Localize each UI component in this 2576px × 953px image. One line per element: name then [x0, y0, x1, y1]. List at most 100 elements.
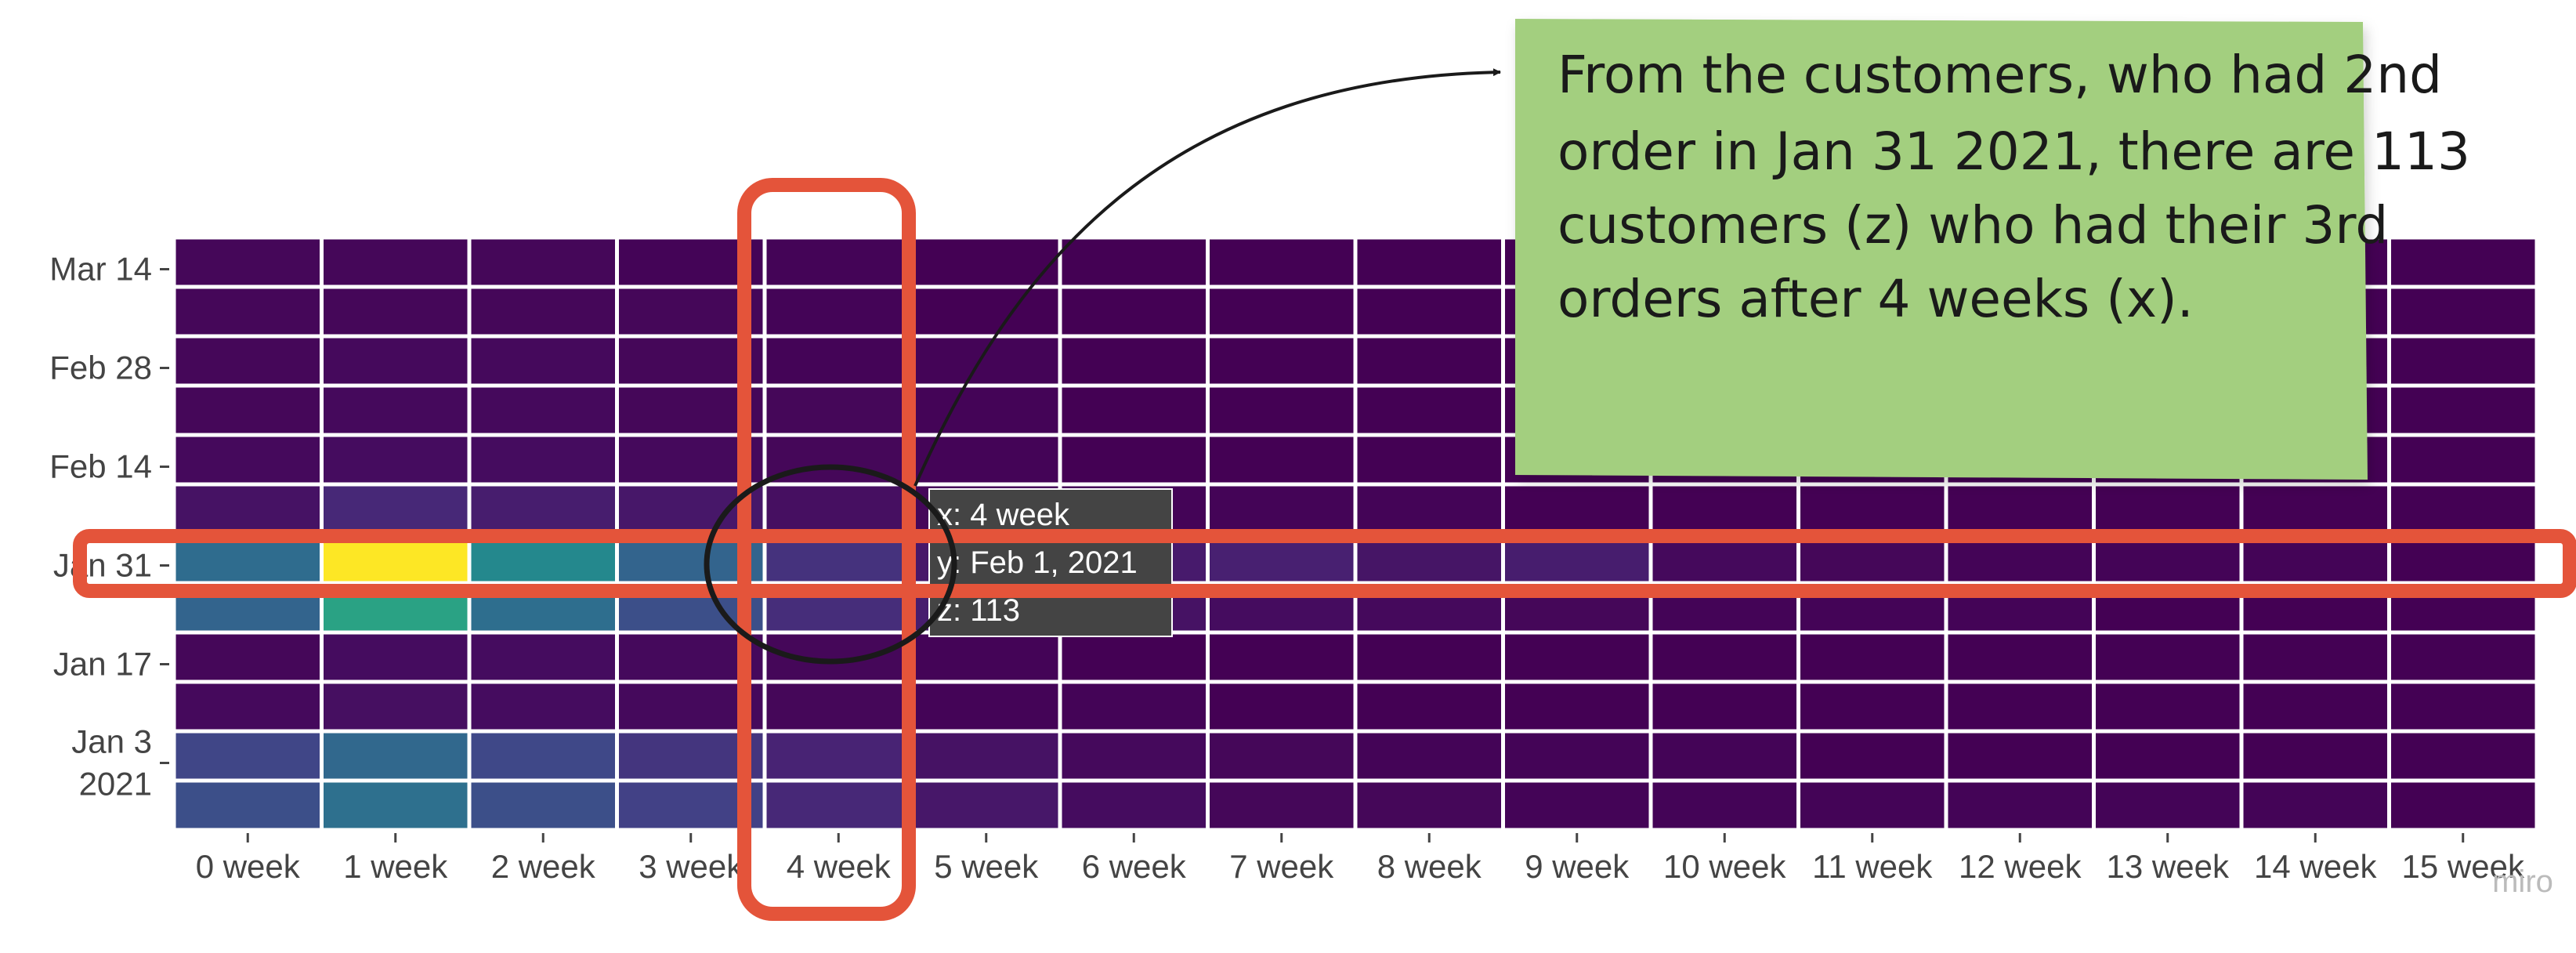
heatmap-cell-2021-01-11-12-week[interactable] — [1944, 679, 2096, 734]
heatmap-cell-2021-03-08-4-week[interactable] — [762, 284, 914, 339]
heatmap-cell-2021-01-18-11-week[interactable] — [1796, 630, 1948, 684]
heatmap-cell-2021-02-15-6-week[interactable] — [1058, 433, 1210, 487]
heatmap-cell-2020-12-28-1-week[interactable] — [320, 778, 472, 832]
heatmap-cell-2021-03-01-5-week[interactable] — [910, 334, 1062, 388]
heatmap-cell-2021-02-08-12-week[interactable] — [1944, 482, 2096, 536]
heatmap-cell-2021-03-15-0-week[interactable] — [172, 235, 324, 289]
heatmap-cell-2021-03-01-4-week[interactable] — [762, 334, 914, 388]
heatmap-cell-2021-03-01-8-week[interactable] — [1353, 334, 1505, 388]
heatmap-cell-2020-12-28-6-week[interactable] — [1058, 778, 1210, 832]
heatmap-cell-2021-03-15-6-week[interactable] — [1058, 235, 1210, 289]
heatmap-cell-2021-01-04-7-week[interactable] — [1206, 729, 1358, 783]
heatmap-cell-2021-01-04-13-week[interactable] — [2092, 729, 2244, 783]
heatmap-cell-2021-02-22-4-week[interactable] — [762, 383, 914, 437]
heatmap-cell-2021-03-15-2-week[interactable] — [467, 235, 619, 289]
heatmap-cell-2021-01-11-8-week[interactable] — [1353, 679, 1505, 734]
heatmap-cell-2021-01-11-9-week[interactable] — [1501, 679, 1653, 734]
heatmap-cell-2020-12-28-15-week[interactable] — [2387, 778, 2539, 832]
heatmap-cell-2021-03-08-7-week[interactable] — [1206, 284, 1358, 339]
heatmap-cell-2021-02-15-1-week[interactable] — [320, 433, 472, 487]
heatmap-cell-2021-01-18-9-week[interactable] — [1501, 630, 1653, 684]
heatmap-cell-2021-03-15-15-week[interactable] — [2387, 235, 2539, 289]
heatmap-cell-2020-12-28-13-week[interactable] — [2092, 778, 2244, 832]
heatmap-cell-2021-01-11-13-week[interactable] — [2092, 679, 2244, 734]
heatmap-cell-2021-03-15-4-week[interactable] — [762, 235, 914, 289]
heatmap-cell-2020-12-28-11-week[interactable] — [1796, 778, 1948, 832]
heatmap-cell-2020-12-28-2-week[interactable] — [467, 778, 619, 832]
heatmap-cell-2020-12-28-4-week[interactable] — [762, 778, 914, 832]
heatmap-cell-2021-01-04-5-week[interactable] — [910, 729, 1062, 783]
heatmap-cell-2020-12-28-14-week[interactable] — [2239, 778, 2391, 832]
heatmap-cell-2021-03-08-5-week[interactable] — [910, 284, 1062, 339]
heatmap-cell-2021-03-01-6-week[interactable] — [1058, 334, 1210, 388]
heatmap-cell-2020-12-28-12-week[interactable] — [1944, 778, 2096, 832]
heatmap-cell-2021-02-22-0-week[interactable] — [172, 383, 324, 437]
heatmap-cell-2021-02-08-7-week[interactable] — [1206, 482, 1358, 536]
heatmap-cell-2021-01-04-12-week[interactable] — [1944, 729, 2096, 783]
heatmap-cell-2021-01-11-15-week[interactable] — [2387, 679, 2539, 734]
heatmap-cell-2021-01-04-6-week[interactable] — [1058, 729, 1210, 783]
heatmap-cell-2021-01-18-0-week[interactable] — [172, 630, 324, 684]
heatmap-cell-2021-01-11-4-week[interactable] — [762, 679, 914, 734]
heatmap-cell-2021-03-08-8-week[interactable] — [1353, 284, 1505, 339]
heatmap-cell-2021-01-04-9-week[interactable] — [1501, 729, 1653, 783]
heatmap-cell-2021-03-15-7-week[interactable] — [1206, 235, 1358, 289]
heatmap-cell-2021-01-11-5-week[interactable] — [910, 679, 1062, 734]
heatmap-cell-2021-02-08-15-week[interactable] — [2387, 482, 2539, 536]
heatmap-cell-2021-03-01-2-week[interactable] — [467, 334, 619, 388]
heatmap-cell-2021-01-18-5-week[interactable] — [910, 630, 1062, 684]
heatmap-cell-2021-01-04-2-week[interactable] — [467, 729, 619, 783]
heatmap-cell-2021-01-18-7-week[interactable] — [1206, 630, 1358, 684]
heatmap-cell-2021-01-18-2-week[interactable] — [467, 630, 619, 684]
heatmap-cell-2021-02-15-5-week[interactable] — [910, 433, 1062, 487]
heatmap-cell-2021-02-22-15-week[interactable] — [2387, 383, 2539, 437]
heatmap-cell-2021-03-01-0-week[interactable] — [172, 334, 324, 388]
heatmap-cell-2021-01-04-4-week[interactable] — [762, 729, 914, 783]
heatmap-cell-2021-02-08-13-week[interactable] — [2092, 482, 2244, 536]
heatmap-cell-2021-03-15-8-week[interactable] — [1353, 235, 1505, 289]
heatmap-cell-2021-01-04-0-week[interactable] — [172, 729, 324, 783]
heatmap-cell-2021-01-04-11-week[interactable] — [1796, 729, 1948, 783]
heatmap-cell-2021-01-18-12-week[interactable] — [1944, 630, 2096, 684]
heatmap-cell-2021-01-18-14-week[interactable] — [2239, 630, 2391, 684]
heatmap-cell-2021-01-11-6-week[interactable] — [1058, 679, 1210, 734]
heatmap-cell-2021-01-18-10-week[interactable] — [1648, 630, 1800, 684]
heatmap-cell-2021-01-04-14-week[interactable] — [2239, 729, 2391, 783]
heatmap-cell-2021-02-08-1-week[interactable] — [320, 482, 472, 536]
heatmap-cell-2021-02-22-8-week[interactable] — [1353, 383, 1505, 437]
heatmap-cell-2021-03-08-15-week[interactable] — [2387, 284, 2539, 339]
heatmap-cell-2021-02-08-0-week[interactable] — [172, 482, 324, 536]
heatmap-cell-2021-01-04-1-week[interactable] — [320, 729, 472, 783]
heatmap-cell-2021-02-22-1-week[interactable] — [320, 383, 472, 437]
heatmap-cell-2021-03-08-0-week[interactable] — [172, 284, 324, 339]
heatmap-cell-2021-01-18-1-week[interactable] — [320, 630, 472, 684]
heatmap-cell-2021-02-08-14-week[interactable] — [2239, 482, 2391, 536]
heatmap-cell-2021-03-01-1-week[interactable] — [320, 334, 472, 388]
heatmap-cell-2021-01-18-13-week[interactable] — [2092, 630, 2244, 684]
heatmap-cell-2021-01-11-10-week[interactable] — [1648, 679, 1800, 734]
heatmap-cell-2021-02-08-11-week[interactable] — [1796, 482, 1948, 536]
heatmap-cell-2021-02-15-8-week[interactable] — [1353, 433, 1505, 487]
heatmap-cell-2021-03-08-1-week[interactable] — [320, 284, 472, 339]
heatmap-cell-2021-02-22-2-week[interactable] — [467, 383, 619, 437]
heatmap-cell-2021-01-11-14-week[interactable] — [2239, 679, 2391, 734]
heatmap-cell-2021-02-08-2-week[interactable] — [467, 482, 619, 536]
heatmap-cell-2021-01-11-1-week[interactable] — [320, 679, 472, 734]
heatmap-cell-2021-03-08-2-week[interactable] — [467, 284, 619, 339]
heatmap-cell-2021-02-22-7-week[interactable] — [1206, 383, 1358, 437]
heatmap-cell-2021-02-15-0-week[interactable] — [172, 433, 324, 487]
heatmap-cell-2021-01-11-0-week[interactable] — [172, 679, 324, 734]
heatmap-cell-2021-02-08-8-week[interactable] — [1353, 482, 1505, 536]
heatmap-cell-2021-02-22-5-week[interactable] — [910, 383, 1062, 437]
heatmap-cell-2020-12-28-7-week[interactable] — [1206, 778, 1358, 832]
heatmap-cell-2021-03-15-1-week[interactable] — [320, 235, 472, 289]
heatmap-cell-2021-01-18-15-week[interactable] — [2387, 630, 2539, 684]
heatmap-cell-2020-12-28-0-week[interactable] — [172, 778, 324, 832]
heatmap-cell-2020-12-28-10-week[interactable] — [1648, 778, 1800, 832]
heatmap-cell-2020-12-28-9-week[interactable] — [1501, 778, 1653, 832]
heatmap-cell-2020-12-28-5-week[interactable] — [910, 778, 1062, 832]
heatmap-cell-2020-12-28-8-week[interactable] — [1353, 778, 1505, 832]
heatmap-cell-2021-01-11-2-week[interactable] — [467, 679, 619, 734]
heatmap-cell-2021-01-04-15-week[interactable] — [2387, 729, 2539, 783]
heatmap-cell-2021-03-01-7-week[interactable] — [1206, 334, 1358, 388]
